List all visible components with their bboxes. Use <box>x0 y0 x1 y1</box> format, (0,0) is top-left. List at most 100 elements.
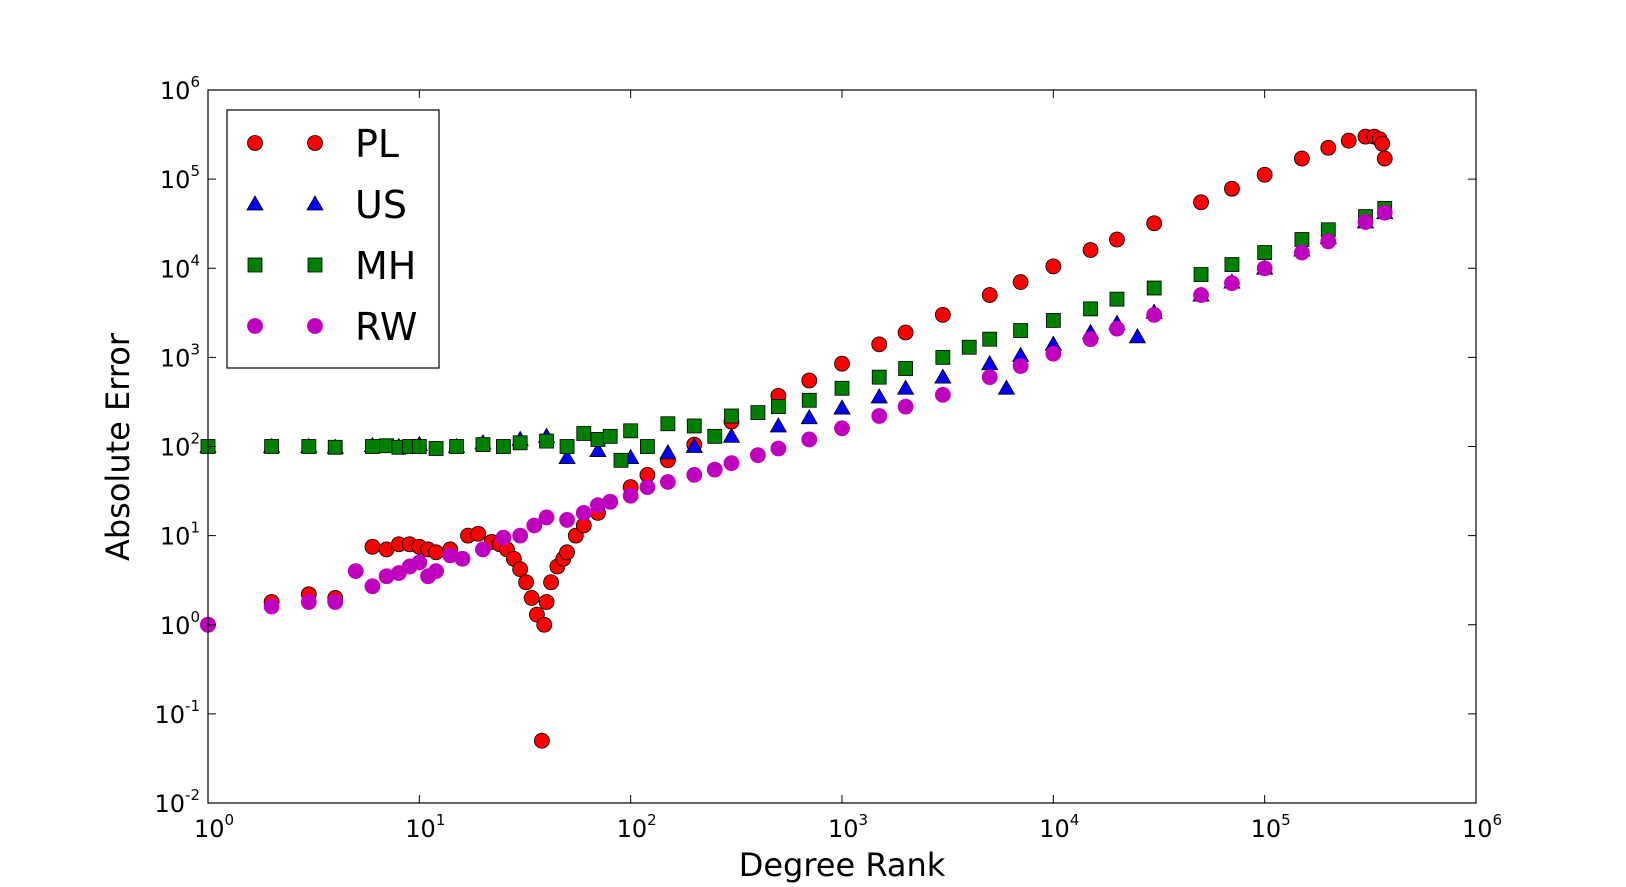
y-tick-label-0: 10-2 <box>154 786 200 818</box>
point-rw-32 <box>834 420 850 437</box>
point-rw-26 <box>686 467 703 483</box>
y-tick-label-6: 104 <box>160 251 200 283</box>
point-rw-23 <box>622 487 639 504</box>
x-tick-label-3: 103 <box>828 811 868 843</box>
point-pl-51 <box>1224 180 1240 197</box>
point-mh-2 <box>301 439 317 454</box>
point-rw-36 <box>981 369 998 386</box>
point-pl-25 <box>543 574 559 591</box>
legend: PL US MH RW <box>226 109 440 369</box>
point-mh-14 <box>539 433 554 449</box>
point-rw-40 <box>1109 320 1125 337</box>
point-pl-18 <box>512 561 529 578</box>
point-mh-4 <box>365 439 380 454</box>
legend-label-pl: PL <box>355 122 399 166</box>
point-us-17 <box>769 417 788 433</box>
point-rw-17 <box>526 517 543 534</box>
point-us-24 <box>997 379 1016 395</box>
legend-marker-left-rw <box>247 318 263 334</box>
legend-marker-right-rw <box>307 318 323 334</box>
point-pl-54 <box>1320 139 1337 156</box>
point-mh-33 <box>961 339 977 355</box>
point-pl-19 <box>518 574 534 591</box>
point-rw-44 <box>1256 260 1273 277</box>
point-pl-46 <box>1045 258 1062 275</box>
legend-marker-right-pl <box>307 135 323 151</box>
point-rw-39 <box>1082 331 1099 348</box>
point-pl-47 <box>1082 242 1099 258</box>
point-rw-27 <box>706 461 723 478</box>
point-us-15 <box>685 437 703 453</box>
point-pl-42 <box>897 324 914 341</box>
point-us-16 <box>722 427 741 443</box>
point-rw-43 <box>1224 275 1240 292</box>
y-tick-label-2: 100 <box>160 608 200 640</box>
point-mh-10 <box>449 439 464 454</box>
y-tick-label-1: 10-1 <box>154 697 200 729</box>
x-tick-label-1: 101 <box>405 811 445 843</box>
point-rw-47 <box>1357 214 1374 230</box>
point-rw-42 <box>1193 287 1209 303</box>
point-mh-21 <box>640 439 655 454</box>
point-mh-23 <box>686 418 702 434</box>
point-rw-19 <box>559 512 575 528</box>
point-rw-24 <box>639 479 656 496</box>
point-pl-44 <box>981 287 998 303</box>
y-tick-label-5: 103 <box>160 340 200 372</box>
point-pl-28 <box>559 544 575 561</box>
point-mh-29 <box>834 380 850 396</box>
point-rw-14 <box>475 541 491 558</box>
point-pl-40 <box>834 355 850 372</box>
legend-marker-left-pl <box>247 135 263 151</box>
x-axis-label: Degree Rank <box>739 846 946 884</box>
point-pl-60 <box>1376 150 1393 167</box>
point-pl-10 <box>428 544 444 561</box>
point-pl-43 <box>934 306 951 323</box>
series-rw <box>200 204 1393 633</box>
series-layer <box>199 128 1394 749</box>
point-pl-55 <box>1340 132 1357 149</box>
legend-label-rw: RW <box>355 305 417 349</box>
point-rw-35 <box>934 386 951 403</box>
point-us-11 <box>558 448 576 465</box>
point-rw-25 <box>659 474 676 490</box>
point-pl-52 <box>1256 166 1273 183</box>
point-rw-4 <box>347 563 364 579</box>
point-rw-9 <box>411 554 428 571</box>
point-rw-15 <box>495 529 512 546</box>
x-tick-label-2: 102 <box>617 811 657 843</box>
point-mh-22 <box>660 416 676 432</box>
point-us-19 <box>833 399 851 415</box>
point-mh-40 <box>1193 267 1209 282</box>
point-mh-13 <box>512 435 528 451</box>
point-rw-34 <box>897 398 914 415</box>
point-mh-35 <box>1013 323 1028 338</box>
x-tick-label-0: 100 <box>194 811 234 843</box>
point-mh-8 <box>411 439 427 454</box>
point-pl-59 <box>1374 135 1391 152</box>
point-mh-11 <box>475 437 491 453</box>
point-rw-11 <box>428 563 444 579</box>
y-tick-label-8: 106 <box>160 73 200 105</box>
point-mh-18 <box>602 428 618 444</box>
point-pl-13 <box>470 525 487 542</box>
point-rw-41 <box>1146 306 1163 323</box>
point-rw-13 <box>454 550 471 567</box>
point-pl-22 <box>533 732 550 749</box>
point-rw-46 <box>1320 233 1337 250</box>
point-rw-5 <box>364 578 381 595</box>
point-mh-26 <box>750 405 766 421</box>
point-rw-1 <box>263 598 280 615</box>
point-rw-38 <box>1045 345 1062 362</box>
point-mh-30 <box>871 369 887 385</box>
point-us-14 <box>659 443 677 460</box>
point-us-12 <box>589 441 607 457</box>
point-pl-49 <box>1146 215 1163 232</box>
point-rw-45 <box>1293 244 1310 261</box>
point-rw-22 <box>602 493 619 510</box>
point-rw-18 <box>538 509 555 526</box>
point-mh-16 <box>576 426 592 441</box>
legend-marker-left-mh <box>247 257 263 273</box>
point-mh-3 <box>327 439 343 455</box>
